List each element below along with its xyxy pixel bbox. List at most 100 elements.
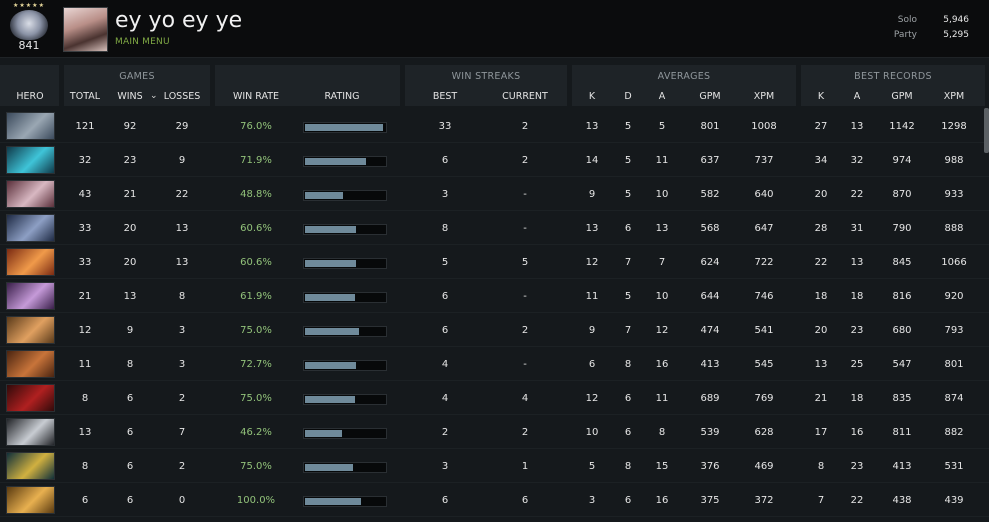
- table-row[interactable]: 8 6 2 75.0% 4 4 12 6 11 689 769 21 18 835 874: [0, 381, 989, 415]
- streak-current-cell: -: [523, 223, 527, 234]
- hero-portrait-icon[interactable]: [6, 146, 55, 174]
- row-divider: [0, 346, 989, 347]
- hero-portrait-icon[interactable]: [6, 248, 55, 276]
- best-records-group-title: BEST RECORDS: [854, 71, 932, 82]
- avg-d-cell: 5: [624, 189, 632, 200]
- col-best-a[interactable]: A: [853, 91, 861, 102]
- win-rate-cell: 75.0%: [240, 325, 272, 336]
- best-a-cell: 18: [850, 291, 864, 302]
- table-row[interactable]: 12 9 3 75.0% 6 2 9 7 12 474 541 20 23 680 793: [0, 313, 989, 347]
- rating-bar: [303, 258, 387, 269]
- rating-bar: [303, 360, 387, 371]
- best-xpm-cell: 933: [944, 189, 964, 200]
- row-divider: [0, 176, 989, 177]
- rating-bar: [303, 496, 387, 507]
- rank-medal: ★★★★★ 841: [4, 2, 54, 54]
- win-rate-cell: 46.2%: [240, 427, 272, 438]
- col-avg-k[interactable]: K: [588, 91, 596, 102]
- avatar[interactable]: [63, 7, 108, 52]
- avg-gpm-cell: 624: [700, 257, 720, 268]
- avg-d-cell: 7: [624, 257, 632, 268]
- col-hero[interactable]: HERO: [16, 91, 44, 102]
- rank-number: 841: [18, 39, 40, 52]
- streak-best-cell: 5: [441, 257, 449, 268]
- best-k-cell: 17: [814, 427, 828, 438]
- col-losses[interactable]: LOSSES: [163, 91, 201, 102]
- table-row[interactable]: 8 6 2 75.0% 3 1 5 8 15 376 469 8 23 413 531: [0, 449, 989, 483]
- streak-current-cell: 2: [521, 155, 529, 166]
- hero-portrait-icon[interactable]: [6, 214, 55, 242]
- avg-xpm-cell: 541: [754, 325, 774, 336]
- col-avg-xpm[interactable]: XPM: [753, 91, 775, 102]
- rating-bar: [303, 224, 387, 235]
- col-streak-best[interactable]: BEST: [432, 91, 458, 102]
- avg-xpm-cell: 746: [754, 291, 774, 302]
- best-a-cell: 23: [850, 325, 864, 336]
- col-rating[interactable]: RATING: [324, 91, 360, 102]
- total-cell: 8: [81, 393, 89, 404]
- best-gpm-cell: 974: [892, 155, 912, 166]
- hero-portrait-icon[interactable]: [6, 282, 55, 310]
- avg-xpm-cell: 469: [754, 461, 774, 472]
- avg-xpm-cell: 722: [754, 257, 774, 268]
- row-divider: [0, 244, 989, 245]
- streak-best-cell: 3: [441, 461, 449, 472]
- best-xpm-cell: 888: [944, 223, 964, 234]
- table-row[interactable]: 43 21 22 48.8% 3 - 9 5 10 582 640 20 22 870 933: [0, 177, 989, 211]
- avg-a-cell: 12: [655, 325, 669, 336]
- scrollbar[interactable]: [984, 108, 989, 153]
- best-k-cell: 20: [814, 189, 828, 200]
- table-row[interactable]: 121 92 29 76.0% 33 2 13 5 5 801 1008 27 13 1142 1298: [0, 109, 989, 143]
- streak-best-cell: 4: [441, 359, 449, 370]
- hero-portrait-icon[interactable]: [6, 316, 55, 344]
- rating-bar-fill: [305, 328, 359, 335]
- col-avg-gpm[interactable]: GPM: [699, 91, 721, 102]
- win-rate-cell: 75.0%: [240, 393, 272, 404]
- avg-d-cell: 6: [624, 495, 632, 506]
- losses-cell: 13: [175, 257, 189, 268]
- win-streaks-group-header: WIN STREAKS: [405, 65, 567, 106]
- hero-portrait-icon[interactable]: [6, 384, 55, 412]
- rating-bar-fill: [305, 294, 355, 301]
- col-best-k[interactable]: K: [817, 91, 825, 102]
- hero-portrait-icon[interactable]: [6, 112, 55, 140]
- total-cell: 11: [78, 359, 92, 370]
- hero-portrait-icon[interactable]: [6, 486, 55, 514]
- table-row[interactable]: 33 20 13 60.6% 8 - 13 6 13 568 647 28 31 790 888: [0, 211, 989, 245]
- avg-gpm-cell: 376: [700, 461, 720, 472]
- best-gpm-cell: 680: [892, 325, 912, 336]
- avg-k-cell: 5: [588, 461, 596, 472]
- best-gpm-cell: 790: [892, 223, 912, 234]
- col-best-xpm[interactable]: XPM: [943, 91, 965, 102]
- col-avg-d[interactable]: D: [624, 91, 632, 102]
- hero-portrait-icon[interactable]: [6, 350, 55, 378]
- table-row[interactable]: 13 6 7 46.2% 2 2 10 6 8 539 628 17 16 811 882: [0, 415, 989, 449]
- best-a-cell: 22: [850, 189, 864, 200]
- hero-portrait-icon[interactable]: [6, 418, 55, 446]
- table-row[interactable]: 11 8 3 72.7% 4 - 6 8 16 413 545 13 25 547 801: [0, 347, 989, 381]
- avg-a-cell: 16: [655, 359, 669, 370]
- best-a-cell: 23: [850, 461, 864, 472]
- chevron-down-icon[interactable]: ⌄: [150, 91, 158, 101]
- col-wins[interactable]: WINS: [117, 91, 143, 102]
- hero-portrait-icon[interactable]: [6, 452, 55, 480]
- col-best-gpm[interactable]: GPM: [891, 91, 913, 102]
- best-k-cell: 34: [814, 155, 828, 166]
- rating-bar-fill: [305, 192, 343, 199]
- table-row[interactable]: 6 6 0 100.0% 6 6 3 6 16 375 372 7 22 438 439: [0, 483, 989, 517]
- rating-bar-fill: [305, 226, 356, 233]
- win-rate-cell: 48.8%: [240, 189, 272, 200]
- rating-bar: [303, 462, 387, 473]
- streak-best-cell: 6: [441, 495, 449, 506]
- main-menu-link[interactable]: MAIN MENU: [115, 37, 170, 47]
- col-streak-current[interactable]: CURRENT: [502, 91, 548, 102]
- best-gpm-cell: 811: [892, 427, 912, 438]
- table-row[interactable]: 21 13 8 61.9% 6 - 11 5 10 644 746 18 18 816 920: [0, 279, 989, 313]
- col-avg-a[interactable]: A: [658, 91, 666, 102]
- table-row[interactable]: 32 23 9 71.9% 6 2 14 5 11 637 737 34 32 974 988: [0, 143, 989, 177]
- col-total[interactable]: TOTAL: [69, 91, 101, 102]
- table-row[interactable]: 33 20 13 60.6% 5 5 12 7 7 624 722 22 13 845 1066: [0, 245, 989, 279]
- wins-cell: 23: [123, 155, 137, 166]
- col-win-rate[interactable]: WIN RATE: [232, 91, 280, 102]
- hero-portrait-icon[interactable]: [6, 180, 55, 208]
